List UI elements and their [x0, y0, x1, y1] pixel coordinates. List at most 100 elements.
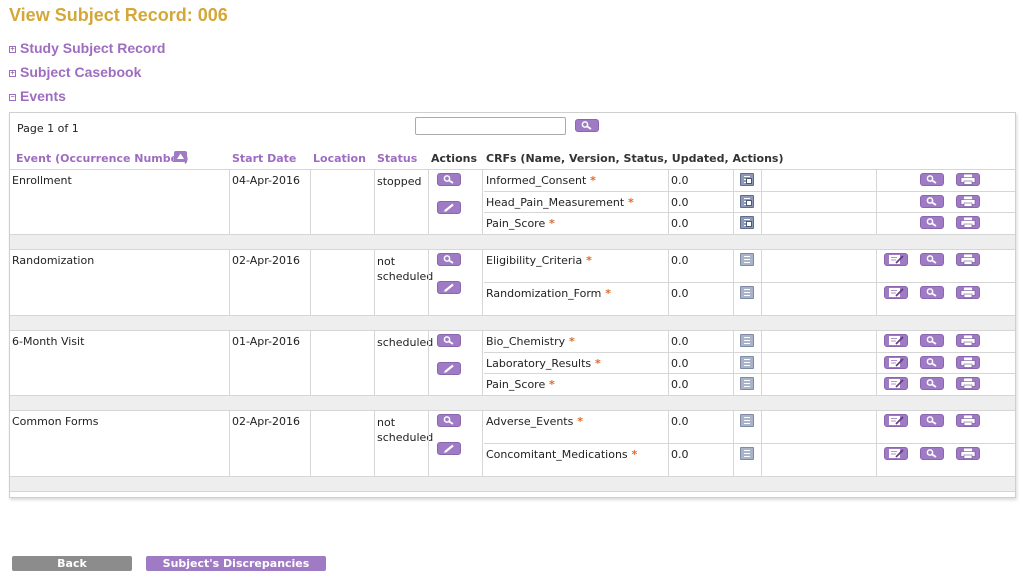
section-events[interactable]: − Events: [9, 88, 66, 104]
print-crf-button[interactable]: [956, 216, 980, 229]
print-crf-button[interactable]: [956, 253, 980, 266]
crf-name-text[interactable]: Bio_Chemistry: [486, 335, 566, 348]
crf-name-text[interactable]: Pain_Score: [486, 217, 546, 230]
enter-data-button[interactable]: [884, 253, 908, 266]
subject-discrepancies-button[interactable]: Subject's Discrepancies: [146, 556, 326, 571]
view-event-button[interactable]: [437, 414, 461, 427]
edit-event-button[interactable]: [437, 281, 461, 294]
edit-event-icon: [443, 283, 454, 292]
crf-name-text[interactable]: Randomization_Form: [486, 287, 602, 300]
grid-line: [428, 410, 429, 476]
view-event-button[interactable]: [437, 173, 461, 186]
section-study-subject-record[interactable]: + Study Subject Record: [9, 40, 165, 56]
event-name: 6-Month Visit: [12, 335, 85, 348]
crf-not-started-icon[interactable]: [740, 377, 754, 390]
crf-name-text[interactable]: Laboratory_Results: [486, 356, 592, 370]
sort-up-icon[interactable]: [174, 151, 187, 162]
section-label[interactable]: Events: [20, 88, 66, 104]
column-header-event[interactable]: Event (Occurrence Number): [16, 152, 189, 165]
column-header-actions: Actions: [431, 152, 477, 165]
expand-icon[interactable]: +: [9, 70, 16, 77]
grid-line: [484, 212, 1015, 213]
grid-line: [10, 169, 1015, 170]
column-header-location[interactable]: Location: [313, 152, 366, 165]
search-button[interactable]: [575, 119, 599, 132]
enter-data-button[interactable]: [884, 377, 908, 390]
enter-data-button[interactable]: [884, 286, 908, 299]
edit-event-button[interactable]: [437, 201, 461, 214]
view-crf-button[interactable]: [920, 216, 944, 229]
print-crf-button[interactable]: [956, 173, 980, 186]
print-crf-button[interactable]: [956, 286, 980, 299]
event-start-date: 04-Apr-2016: [232, 174, 301, 187]
crf-version: 0.0: [671, 415, 689, 428]
section-label[interactable]: Subject Casebook: [20, 64, 142, 80]
view-crf-button[interactable]: [920, 334, 944, 347]
enter-data-button[interactable]: [884, 355, 908, 369]
crf-not-started-icon[interactable]: [740, 253, 754, 266]
page-indicator: Page 1 of 1: [17, 122, 79, 135]
crf-name[interactable]: Head_Pain_Measurement *: [486, 196, 634, 209]
print-crf-button[interactable]: [956, 355, 980, 369]
crf-name[interactable]: Laboratory_Results *: [486, 357, 601, 370]
crf-not-started-icon[interactable]: [740, 334, 754, 347]
view-crf-button[interactable]: [920, 414, 944, 427]
crf-name-text[interactable]: Head_Pain_Measurement: [486, 195, 625, 209]
print-crf-button[interactable]: [956, 194, 980, 208]
enter-data-button[interactable]: [884, 414, 908, 427]
crf-name[interactable]: Adverse_Events *: [486, 415, 583, 428]
print-crf-button[interactable]: [956, 447, 980, 460]
crf-name-text[interactable]: Adverse_Events: [486, 415, 574, 428]
crf-completed-icon[interactable]: [740, 194, 754, 208]
crf-name[interactable]: Pain_Score *: [486, 217, 555, 230]
crf-version: 0.0: [671, 356, 689, 370]
crf-completed-icon[interactable]: [740, 173, 754, 186]
section-label[interactable]: Study Subject Record: [20, 40, 166, 56]
crf-name[interactable]: Pain_Score *: [486, 378, 555, 391]
grid-line: [482, 410, 483, 476]
crf-completed-icon[interactable]: [740, 216, 754, 229]
view-event-button[interactable]: [437, 334, 461, 347]
enter-data-button[interactable]: [884, 447, 908, 460]
print-crf-button[interactable]: [956, 414, 980, 427]
collapse-icon[interactable]: −: [9, 94, 16, 101]
view-crf-button[interactable]: [920, 286, 944, 299]
view-crf-icon: [926, 218, 937, 227]
view-crf-button[interactable]: [920, 173, 944, 186]
view-event-icon: [443, 336, 454, 345]
crf-not-started-icon[interactable]: [740, 414, 754, 427]
crf-not-started-icon[interactable]: [740, 355, 754, 369]
crf-name-text[interactable]: Informed_Consent: [486, 174, 587, 187]
crf-name[interactable]: Eligibility_Criteria *: [486, 254, 592, 267]
search-input[interactable]: [415, 117, 566, 135]
view-crf-button[interactable]: [920, 194, 944, 208]
view-crf-icon: [926, 255, 937, 264]
print-crf-button[interactable]: [956, 334, 980, 347]
grid-line: [310, 169, 311, 234]
section-subject-casebook[interactable]: + Subject Casebook: [9, 64, 141, 80]
crf-not-started-icon[interactable]: [740, 447, 754, 460]
crf-name[interactable]: Bio_Chemistry *: [486, 335, 575, 348]
crf-name-text[interactable]: Pain_Score: [486, 378, 546, 391]
crf-name[interactable]: Randomization_Form *: [486, 287, 611, 300]
back-button[interactable]: Back: [12, 556, 132, 571]
view-crf-button[interactable]: [920, 253, 944, 266]
view-crf-button[interactable]: [920, 355, 944, 369]
enter-data-button[interactable]: [884, 334, 908, 347]
print-crf-button[interactable]: [956, 377, 980, 390]
crf-name[interactable]: Concomitant_Medications *: [486, 448, 637, 461]
column-header-start-date[interactable]: Start Date: [232, 152, 297, 165]
view-event-button[interactable]: [437, 253, 461, 266]
edit-event-button[interactable]: [437, 362, 461, 375]
view-crf-button[interactable]: [920, 447, 944, 460]
crf-name-text[interactable]: Eligibility_Criteria: [486, 254, 583, 267]
column-header-status[interactable]: Status: [377, 152, 418, 165]
crf-name[interactable]: Informed_Consent *: [486, 174, 596, 187]
enter-data-icon: [889, 449, 904, 458]
edit-event-button[interactable]: [437, 442, 461, 455]
crf-name-text[interactable]: Concomitant_Medications: [486, 448, 628, 461]
expand-icon[interactable]: +: [9, 46, 16, 53]
view-crf-icon: [926, 336, 937, 345]
crf-not-started-icon[interactable]: [740, 286, 754, 299]
view-crf-button[interactable]: [920, 377, 944, 390]
